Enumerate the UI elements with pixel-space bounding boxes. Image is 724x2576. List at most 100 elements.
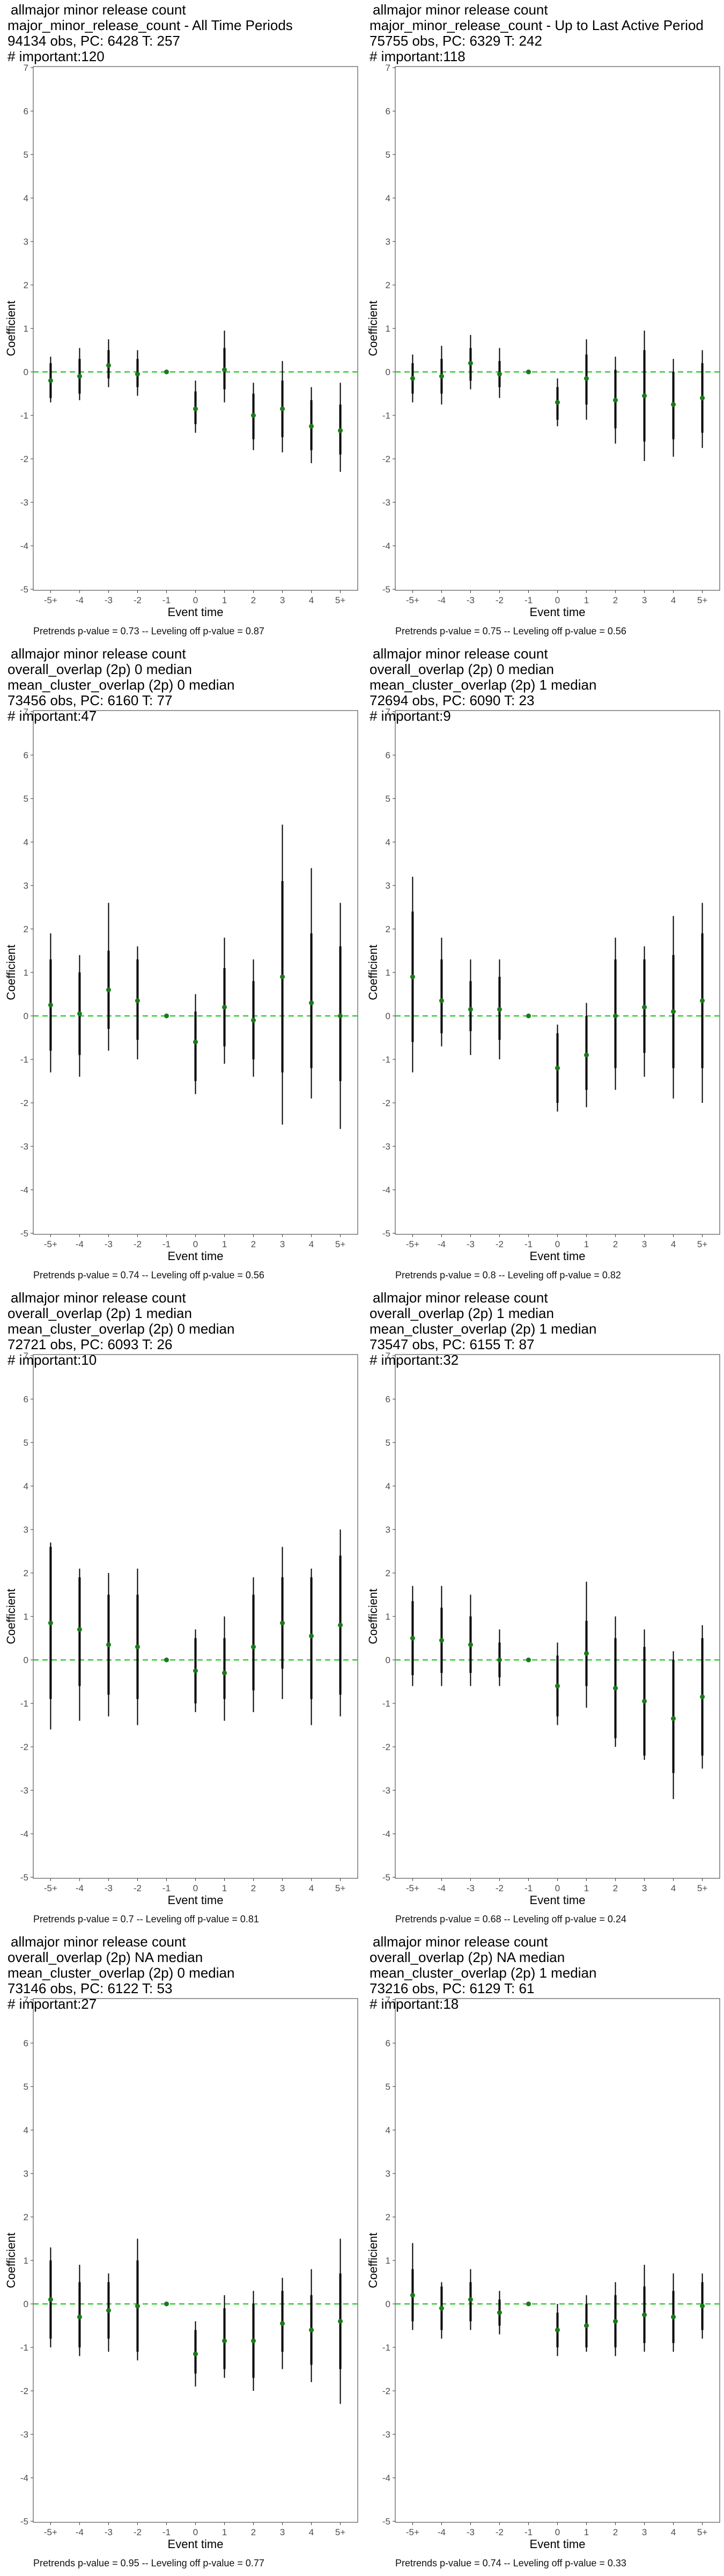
plot-area: -5 -4 -3 -2 -1 0 1 2 3 4 5 6 7 -5+ -4 -3 -2 -1 0 1 2 3 4 5+ Even… xyxy=(4,63,358,619)
p-value-footnote: Pretrends p-value = 0.68 -- Leveling off… xyxy=(395,1914,626,1924)
y-tick-label: 7 xyxy=(386,1351,390,1361)
coefficient-point xyxy=(251,1018,256,1023)
coefficient-point xyxy=(613,398,618,403)
y-tick-label: -4 xyxy=(20,1829,28,1839)
coefficient-point xyxy=(671,2314,676,2319)
coefficient-point xyxy=(135,998,140,1004)
x-tick-label: 4 xyxy=(671,1239,676,1249)
coefficient-point xyxy=(48,378,53,383)
x-tick-label: 5+ xyxy=(335,2527,345,2537)
panel-title-line: 72721 obs, PC: 6093 T: 26 xyxy=(8,1336,173,1352)
coefficient-point xyxy=(193,406,198,412)
panel-title-line: mean_cluster_overlap (2p) 1 median xyxy=(370,1965,597,1981)
y-tick-label: -2 xyxy=(20,1098,28,1108)
x-tick-label: -3 xyxy=(105,1883,113,1893)
x-tick-label: -4 xyxy=(438,1883,446,1893)
coefficient-point xyxy=(164,2301,169,2307)
coefficient-point xyxy=(106,363,111,368)
y-tick-label: 2 xyxy=(386,1568,390,1578)
coefficient-point xyxy=(106,1642,111,1648)
y-tick-label: -1 xyxy=(20,1055,28,1065)
coefficient-point xyxy=(106,2308,111,2313)
x-tick-label: -1 xyxy=(162,1239,171,1249)
panel-title-line: allmajor minor release count xyxy=(11,2,186,18)
event-study-panel: allmajor minor release count major_minor_… xyxy=(0,0,362,644)
y-tick-label: 5 xyxy=(24,150,28,160)
x-tick-label: 1 xyxy=(584,2527,589,2537)
y-tick-label: -2 xyxy=(382,2386,390,2396)
coefficient-point xyxy=(222,1670,227,1675)
coefficient-point xyxy=(338,1622,343,1628)
x-tick-label: -5+ xyxy=(44,1239,57,1249)
x-tick-label: -3 xyxy=(467,1239,475,1249)
y-tick-label: 1 xyxy=(386,324,390,334)
coefficient-point xyxy=(164,1013,169,1019)
coefficient-point xyxy=(613,2318,618,2324)
y-tick-label: -3 xyxy=(382,497,390,508)
y-tick-label: 0 xyxy=(386,1011,390,1021)
y-tick-label: 7 xyxy=(24,707,28,717)
coefficient-point xyxy=(555,400,560,405)
y-tick-label: -4 xyxy=(20,541,28,551)
x-tick-label: -1 xyxy=(162,595,171,605)
y-tick-label: -2 xyxy=(20,454,28,464)
coefficient-point xyxy=(555,1065,560,1071)
y-tick-label: 2 xyxy=(24,280,28,290)
y-tick-label: 4 xyxy=(24,193,28,203)
y-tick-label: 7 xyxy=(24,63,28,73)
y-tick-label: 6 xyxy=(386,2038,390,2048)
y-axis-title: Coefficient xyxy=(366,2233,380,2288)
y-tick-label: 5 xyxy=(386,1438,390,1448)
y-tick-label: 6 xyxy=(386,1394,390,1404)
coefficient-point xyxy=(439,2306,444,2311)
y-tick-label: -5 xyxy=(20,2516,28,2527)
x-tick-label: 3 xyxy=(642,2527,647,2537)
x-tick-label: -2 xyxy=(134,2527,142,2537)
y-tick-label: -1 xyxy=(382,2343,390,2353)
x-tick-label: -5+ xyxy=(406,1883,419,1893)
coefficient-point xyxy=(584,1651,589,1656)
panel-title: allmajor minor release count overall_over… xyxy=(370,1290,596,1368)
panel-title-line: 94134 obs, PC: 6428 T: 257 xyxy=(8,33,180,49)
panel-title-line: 72694 obs, PC: 6090 T: 23 xyxy=(370,692,535,708)
x-tick-label: -4 xyxy=(438,1239,446,1249)
panel-title-line: # important:118 xyxy=(370,48,466,64)
y-tick-label: -3 xyxy=(382,1141,390,1152)
x-tick-label: 3 xyxy=(280,1239,285,1249)
y-tick-label: 2 xyxy=(24,2212,28,2222)
plot-area: -5 -4 -3 -2 -1 0 1 2 3 4 5 6 7 -5+ -4 -3 -2 -1 0 1 2 3 4 5+ Even… xyxy=(4,707,358,1263)
y-tick-label: 2 xyxy=(24,924,28,934)
panel-title-line: overall_overlap (2p) 0 median xyxy=(370,661,554,677)
p-value-footnote: Pretrends p-value = 0.95 -- Leveling off… xyxy=(33,2558,264,2568)
y-tick-label: -5 xyxy=(20,584,28,595)
y-tick-label: 3 xyxy=(24,881,28,891)
coefficient-point xyxy=(338,2318,343,2324)
x-tick-label: -5+ xyxy=(406,595,419,605)
coefficient-point xyxy=(410,2293,415,2298)
y-tick-label: -3 xyxy=(20,2429,28,2440)
coefficient-point xyxy=(135,371,140,377)
coefficient-point xyxy=(700,2303,705,2309)
coefficient-point xyxy=(671,1716,676,1721)
plot-frame xyxy=(395,1998,720,2523)
coefficient-point xyxy=(193,1040,198,1045)
x-tick-label: 4 xyxy=(309,1883,314,1893)
x-tick-label: -3 xyxy=(467,595,475,605)
p-value-footnote: Pretrends p-value = 0.8 -- Leveling off … xyxy=(395,1270,621,1280)
coefficient-point xyxy=(280,406,285,412)
plot-area: -5 -4 -3 -2 -1 0 1 2 3 4 5 6 7 -5+ -4 -3 -2 -1 0 1 2 3 4 5+ Even… xyxy=(366,707,720,1263)
y-tick-label: 5 xyxy=(24,2082,28,2092)
x-tick-label: 1 xyxy=(222,1883,227,1893)
y-tick-label: 6 xyxy=(24,750,28,760)
x-tick-label: -5+ xyxy=(406,2527,419,2537)
panel-title-line: allmajor minor release count xyxy=(11,646,186,662)
y-tick-label: 6 xyxy=(24,2038,28,2048)
x-tick-label: -3 xyxy=(467,2527,475,2537)
panel-title: allmajor minor release count overall_over… xyxy=(8,1934,234,2012)
y-tick-label: -4 xyxy=(382,1829,390,1839)
coefficient-point xyxy=(671,1009,676,1014)
panel-title-line: mean_cluster_overlap (2p) 0 median xyxy=(8,1321,235,1337)
y-tick-label: -3 xyxy=(20,497,28,508)
y-tick-label: 7 xyxy=(386,63,390,73)
y-tick-label: 1 xyxy=(24,324,28,334)
